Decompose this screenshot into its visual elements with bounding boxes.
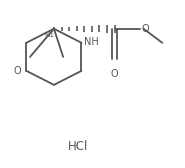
Text: O: O	[111, 69, 118, 79]
Text: O: O	[142, 24, 149, 34]
Text: NH: NH	[84, 37, 99, 47]
Text: &1: &1	[44, 32, 54, 38]
Text: HCl: HCl	[68, 140, 88, 153]
Text: O: O	[13, 66, 21, 76]
